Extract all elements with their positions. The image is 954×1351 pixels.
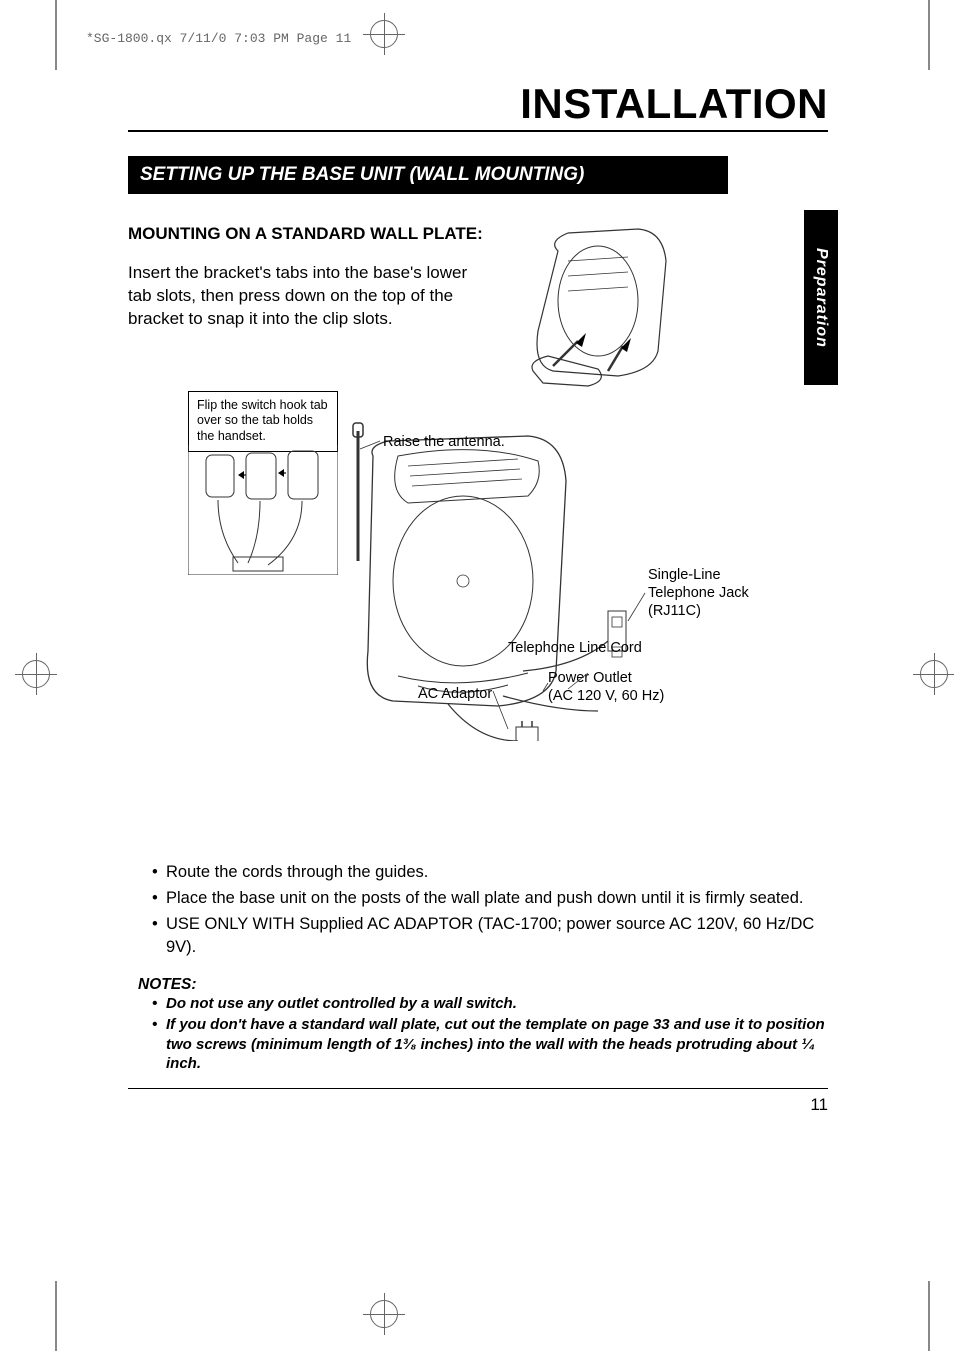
preflight-header: *SG-1800.qx 7/11/0 7:03 PM Page 11 [86,31,351,46]
crop-mark [928,1281,930,1351]
page-footer: 11 [128,1088,828,1115]
diagram-area: Flip the switch hook tab over so the tab… [128,341,828,861]
label-line-cord: Telephone Line Cord [508,639,642,657]
bullet-item: Route the cords through the guides. [152,861,828,883]
callout-flip-hook: Flip the switch hook tab over so the tab… [188,391,338,452]
illustration-bracket [498,221,698,421]
instruction-bullets: Route the cords through the guides. Plac… [152,861,828,958]
section-heading: SETTING UP THE BASE UNIT (WALL MOUNTING) [128,156,728,194]
bullet-item: Place the base unit on the posts of the … [152,887,828,909]
page-title: INSTALLATION [128,80,828,132]
page-number: 11 [810,1095,828,1114]
crop-mark [928,0,930,70]
page-content: INSTALLATION SETTING UP THE BASE UNIT (W… [128,80,828,1115]
registration-mark [370,1300,398,1328]
label-jack: Single-Line Telephone Jack (RJ11C) [648,566,749,620]
label-power-outlet: Power Outlet (AC 120 V, 60 Hz) [548,669,664,705]
bullet-item: USE ONLY WITH Supplied AC ADAPTOR (TAC-1… [152,913,828,958]
label-ac-adaptor: AC Adaptor [418,685,492,703]
note-item: Do not use any outlet controlled by a wa… [152,994,828,1014]
registration-mark [920,660,948,688]
crop-mark [55,1281,57,1351]
notes-heading: NOTES: [138,976,828,994]
registration-mark [22,660,50,688]
label-antenna: Raise the antenna. [383,433,505,451]
crop-mark [55,0,57,70]
subheading: MOUNTING ON A STANDARD WALL PLATE: [128,224,828,244]
intro-paragraph: Insert the bracket's tabs into the base'… [128,262,488,331]
notes-list: Do not use any outlet controlled by a wa… [152,994,828,1074]
registration-mark [370,20,398,48]
note-item: If you don't have a standard wall plate,… [152,1015,828,1074]
illustration-hook [188,445,338,575]
side-tab-label: Preparation [812,248,830,348]
